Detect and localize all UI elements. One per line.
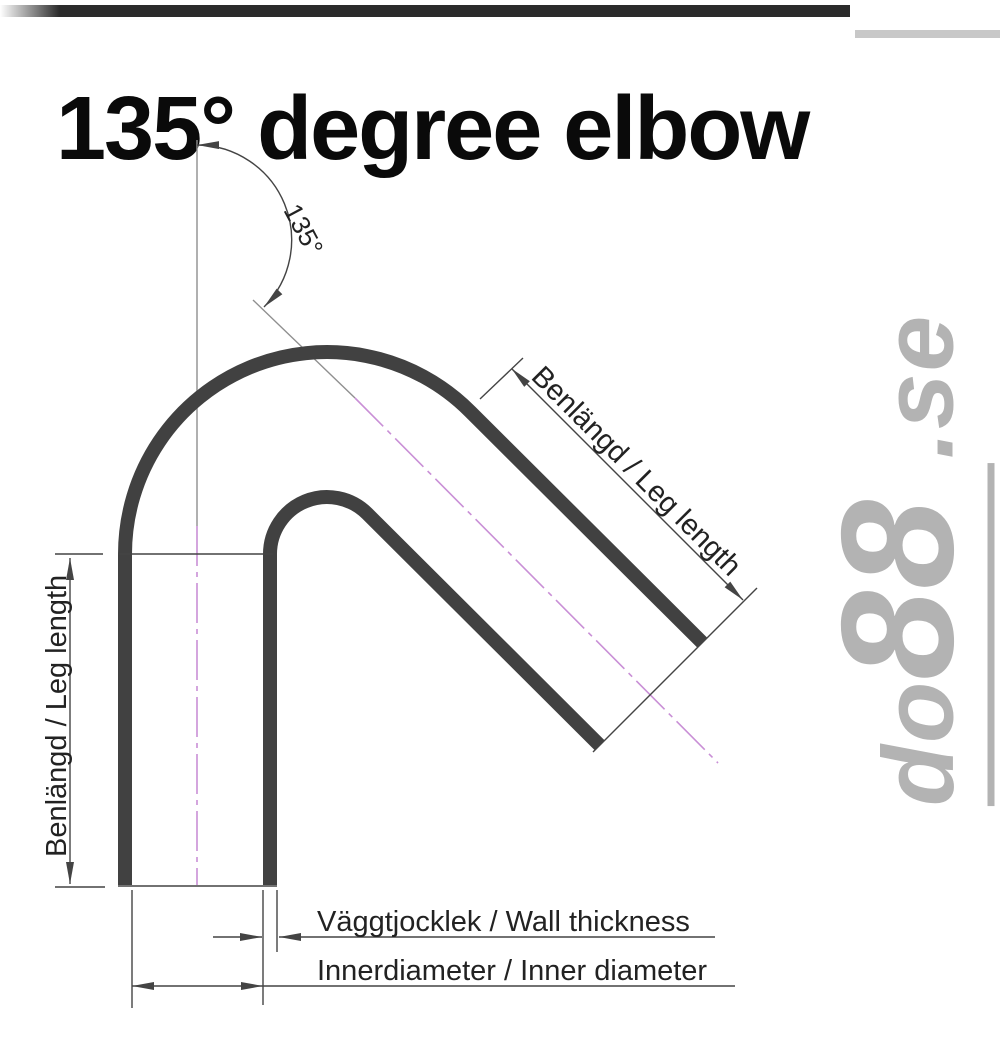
angle-arc <box>196 141 293 308</box>
inner-diameter-label: Innerdiameter / Inner diameter <box>317 955 707 987</box>
top-border-bar-right <box>855 30 1000 38</box>
left-leg-length-label: Benlängd / Leg length <box>41 575 73 857</box>
diagonal-leg-start-tick <box>479 357 524 400</box>
pipe-outer-wall <box>118 345 708 885</box>
top-border-bar <box>0 5 850 17</box>
do88-watermark: do 88 .se <box>807 313 995 807</box>
pipe-diagonal-end-face <box>592 587 758 753</box>
watermark-se: .se <box>862 313 975 459</box>
watermark-do: do <box>862 679 975 807</box>
wall-thickness-label: Väggtjocklek / Wall thickness <box>317 906 690 938</box>
page-title: 135° degree elbow <box>56 79 810 180</box>
diagonal-leg-dimension-line <box>511 368 744 601</box>
diagonal-centerline <box>354 397 719 764</box>
watermark-88: 88 <box>807 497 987 680</box>
diagonal-leg-length-label: Benlängd / Leg length <box>525 360 747 582</box>
angle-label: 135° <box>278 199 330 261</box>
pipe-inner-wall <box>263 490 605 885</box>
watermark-underlined-part: do 88 <box>807 462 995 807</box>
